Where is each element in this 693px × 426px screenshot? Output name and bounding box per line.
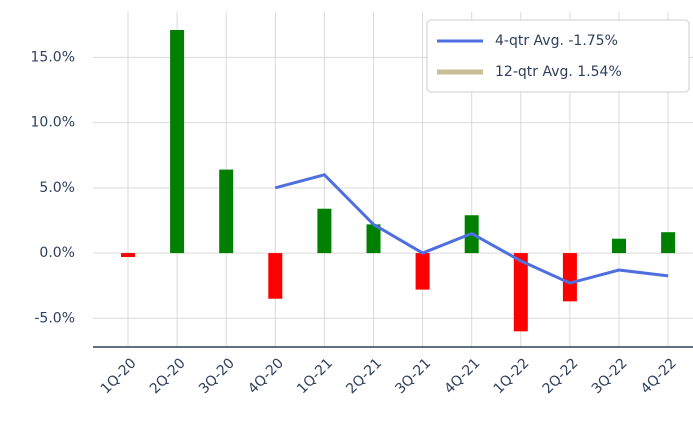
x-tick-label: 2Q-20 [147, 355, 189, 397]
x-tick-label: 4Q-21 [442, 355, 484, 397]
x-tick-label: 1Q-20 [98, 355, 140, 397]
bar [219, 169, 234, 254]
x-tick-label: 4Q-20 [245, 355, 287, 397]
bar [415, 253, 430, 290]
line-series [274, 173, 669, 285]
bar [513, 253, 528, 332]
bar [268, 253, 283, 299]
x-tick-label: 1Q-21 [294, 355, 336, 397]
x-tick-label: 3Q-21 [392, 355, 434, 397]
legend-box [426, 19, 690, 93]
x-tick-label: 3Q-22 [589, 355, 631, 397]
y-tick-label: -5.0% [34, 310, 75, 326]
legend-label: 12-qtr Avg. 1.54% [495, 64, 622, 80]
bar [661, 232, 676, 254]
bar [562, 253, 577, 302]
legend: 4-qtr Avg. -1.75% 12-qtr Avg. 1.54% [426, 19, 690, 93]
y-tick-label: 0.0% [39, 245, 75, 261]
x-tick-label: 3Q-20 [196, 355, 238, 397]
bar [366, 224, 381, 254]
y-tick-label: 5.0% [39, 180, 75, 196]
x-tick-label: 1Q-22 [491, 355, 533, 397]
x-tick-label: 4Q-22 [638, 355, 680, 397]
x-tick-label: 2Q-22 [540, 355, 582, 397]
x-tick-label: 2Q-21 [343, 355, 385, 397]
legend-label: 4-qtr Avg. -1.75% [495, 33, 618, 49]
y-tick-label: 10.0% [31, 115, 75, 131]
bar [612, 238, 626, 254]
y-tick-label: 15.0% [31, 49, 75, 65]
bar [170, 30, 185, 254]
bar [317, 208, 332, 254]
bar [121, 253, 135, 257]
